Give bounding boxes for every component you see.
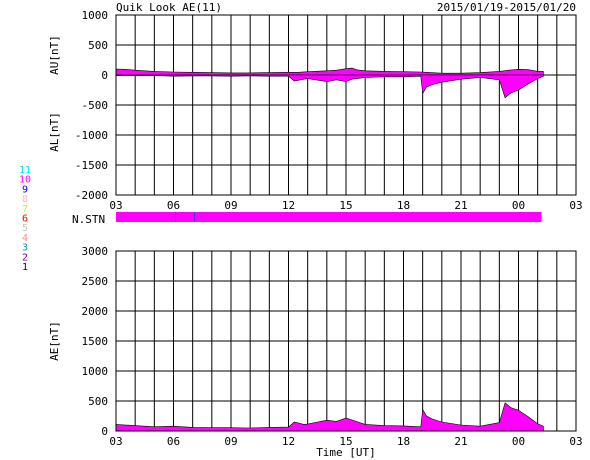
ae-grid [116, 251, 576, 431]
legend-entry: 3 [22, 243, 28, 254]
legend-entry: 6 [22, 214, 28, 225]
n-stn-segment [173, 212, 195, 222]
x-tick-label: 15 [339, 435, 352, 448]
y-tick-label: 2500 [82, 275, 109, 288]
y-tick-label: 2000 [82, 305, 109, 318]
legend-entry: 11 [19, 165, 31, 176]
au-al-frame [115, 14, 577, 196]
y-tick-label: 1000 [82, 9, 109, 22]
legend-entry: 2 [22, 252, 28, 263]
x-tick-label: 21 [454, 435, 467, 448]
legend-entry: 7 [22, 204, 28, 215]
x-tick-label: 00 [512, 199, 525, 212]
x-axis-label: Time [UT] [316, 446, 376, 459]
ae-series [115, 402, 544, 432]
x-tick-label: 00 [512, 435, 525, 448]
au-axis-label: AU[nT] [48, 35, 61, 75]
y-tick-label: 0 [101, 425, 108, 438]
x-tick-label: 18 [397, 199, 410, 212]
legend-entry: 8 [22, 194, 28, 205]
y-tick-label: 3000 [82, 245, 109, 258]
y-tick-label: 500 [88, 39, 108, 52]
n-stn-bar: N.STN [72, 212, 542, 226]
au-al-panel: 1000 500 0 -500 -1000 -1500 -2000 03 06 09 12 15 18… [48, 9, 583, 212]
n-stn-segment [194, 212, 542, 222]
au-series [115, 67, 544, 76]
x-tick-label: 09 [224, 199, 237, 212]
y-tick-label: 0 [101, 69, 108, 82]
ae-y-ticks: 3000 2500 2000 1500 1000 500 0 [82, 245, 109, 438]
au-al-data [115, 67, 576, 99]
x-tick-label: 06 [167, 199, 180, 212]
au-al-y-ticks: 1000 500 0 -500 -1000 -1500 -2000 [75, 9, 108, 202]
legend-entry: 5 [22, 223, 28, 234]
x-tick-label: 21 [454, 199, 467, 212]
legend-entry: 4 [22, 233, 28, 244]
ae-x-ticks: 03 06 09 12 15 18 21 00 03 [109, 435, 582, 448]
y-tick-label: 1000 [82, 365, 109, 378]
al-axis-label: AL[nT] [48, 112, 61, 152]
legend-entry: 1 [22, 262, 28, 273]
y-tick-label: 500 [88, 395, 108, 408]
y-tick-label: 1500 [82, 335, 109, 348]
y-tick-label: -1000 [75, 129, 108, 142]
n-stn-label: N.STN [72, 213, 105, 226]
x-tick-label: 03 [569, 199, 582, 212]
x-tick-label: 03 [109, 435, 122, 448]
date-range: 2015/01/19-2015/01/20 [437, 1, 576, 14]
au-al-x-ticks: 03 06 09 12 15 18 21 00 03 [109, 199, 582, 212]
x-tick-label: 03 [569, 435, 582, 448]
y-tick-label: -1500 [75, 159, 108, 172]
ae-data [115, 402, 544, 432]
legend-entry: 10 [19, 175, 31, 186]
au-al-grid [116, 15, 576, 195]
n-stn-segment [116, 212, 174, 222]
x-tick-label: 06 [167, 435, 180, 448]
legend-entry: 9 [22, 184, 28, 195]
chart-title: Quik Look AE(11) [116, 1, 222, 14]
al-series [115, 74, 544, 99]
y-tick-label: -2000 [75, 189, 108, 202]
ae-axis-label: AE[nT] [48, 321, 61, 361]
y-tick-label: -500 [82, 99, 109, 112]
x-tick-label: 12 [282, 199, 295, 212]
ae-frame [115, 250, 577, 432]
x-tick-label: 18 [397, 435, 410, 448]
x-tick-label: 15 [339, 199, 352, 212]
x-tick-label: 03 [109, 199, 122, 212]
x-tick-label: 12 [282, 435, 295, 448]
x-tick-label: 09 [224, 435, 237, 448]
